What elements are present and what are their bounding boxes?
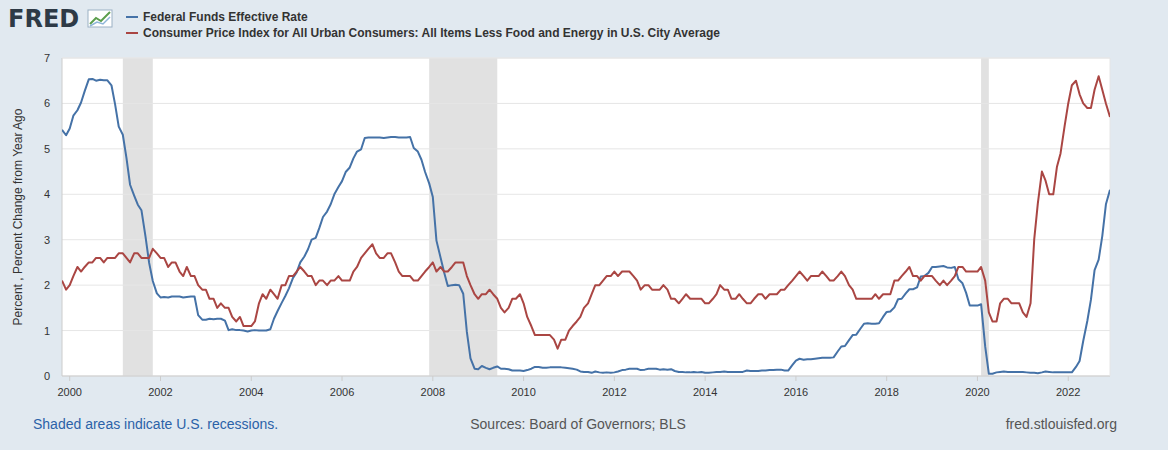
x-tick bbox=[886, 376, 887, 381]
x-tick bbox=[523, 376, 524, 381]
grid-line bbox=[62, 194, 1110, 195]
y-tick-label: 6 bbox=[44, 97, 50, 109]
recession-band bbox=[981, 58, 989, 376]
x-tick bbox=[251, 376, 252, 381]
x-tick-label: 2010 bbox=[511, 386, 535, 398]
plot-area bbox=[62, 58, 1110, 376]
y-tick-label: 2 bbox=[44, 279, 50, 291]
grid-line bbox=[62, 285, 1110, 286]
legend-label: Consumer Price Index for All Urban Consu… bbox=[143, 26, 720, 40]
y-tick-label: 4 bbox=[44, 188, 50, 200]
logo-icon bbox=[88, 10, 112, 27]
legend-swatch bbox=[126, 16, 138, 18]
x-tick bbox=[795, 376, 796, 381]
x-tick-label: 2014 bbox=[693, 386, 717, 398]
source: Sources: Board of Governors; BLS bbox=[470, 416, 686, 432]
grid-line bbox=[62, 376, 1110, 377]
grid-line bbox=[62, 148, 1110, 149]
site: fred.stlouisfed.org bbox=[1006, 416, 1117, 432]
x-tick bbox=[614, 376, 615, 381]
grid-line bbox=[62, 330, 1110, 331]
x-tick-label: 2016 bbox=[784, 386, 808, 398]
y-tick-label: 0 bbox=[44, 370, 50, 382]
recessions bbox=[123, 58, 989, 376]
x-tick bbox=[69, 376, 70, 381]
series-line bbox=[62, 76, 1110, 349]
x-tick bbox=[160, 376, 161, 381]
series-lines bbox=[62, 76, 1110, 374]
footnote: Shaded areas indicate U.S. recessions. bbox=[33, 416, 278, 432]
legend-swatch bbox=[126, 32, 138, 34]
x-tick bbox=[1068, 376, 1069, 381]
x-tick-label: 2006 bbox=[330, 386, 354, 398]
x-tick bbox=[342, 376, 343, 381]
logo-icon-line bbox=[90, 17, 110, 26]
x-tick bbox=[977, 376, 978, 381]
y-tick-label: 1 bbox=[44, 325, 50, 337]
x-tick-label: 2012 bbox=[602, 386, 626, 398]
logo-icon-box bbox=[88, 10, 112, 27]
x-tick bbox=[432, 376, 433, 381]
grid-line bbox=[62, 103, 1110, 104]
grid-line bbox=[62, 239, 1110, 240]
recession-band bbox=[123, 58, 153, 376]
x-tick-label: 2002 bbox=[148, 386, 172, 398]
x-tick-label: 2008 bbox=[421, 386, 445, 398]
y-axis-line bbox=[62, 58, 63, 376]
y-tick-label: 3 bbox=[44, 234, 50, 246]
legend-label: Federal Funds Effective Rate bbox=[143, 10, 308, 24]
x-tick-label: 2020 bbox=[965, 386, 989, 398]
grid-line bbox=[62, 58, 1110, 59]
y-axis-label: Percent , Percent Change from Year Ago bbox=[11, 108, 25, 325]
x-tick-label: 2000 bbox=[57, 386, 81, 398]
plot-frame bbox=[62, 58, 1110, 59]
chart: 0 1 2 3 4 5 6 7 2000 2002 2004 2006 2008 2010 2012 2014… bbox=[0, 0, 1168, 450]
plot-frame bbox=[1110, 58, 1111, 376]
background bbox=[0, 0, 1168, 450]
y-tick-label: 5 bbox=[44, 143, 50, 155]
x-tick-label: 2018 bbox=[874, 386, 898, 398]
x-tick-label: 2022 bbox=[1056, 386, 1080, 398]
recession-band bbox=[429, 58, 497, 376]
logo: FRED bbox=[8, 5, 79, 33]
x-tick-label: 2004 bbox=[239, 386, 263, 398]
series-line bbox=[62, 79, 1110, 374]
y-tick-label: 7 bbox=[44, 52, 50, 64]
x-tick bbox=[705, 376, 706, 381]
x-axis-line bbox=[62, 376, 1110, 377]
logo-icon-line bbox=[90, 12, 110, 24]
